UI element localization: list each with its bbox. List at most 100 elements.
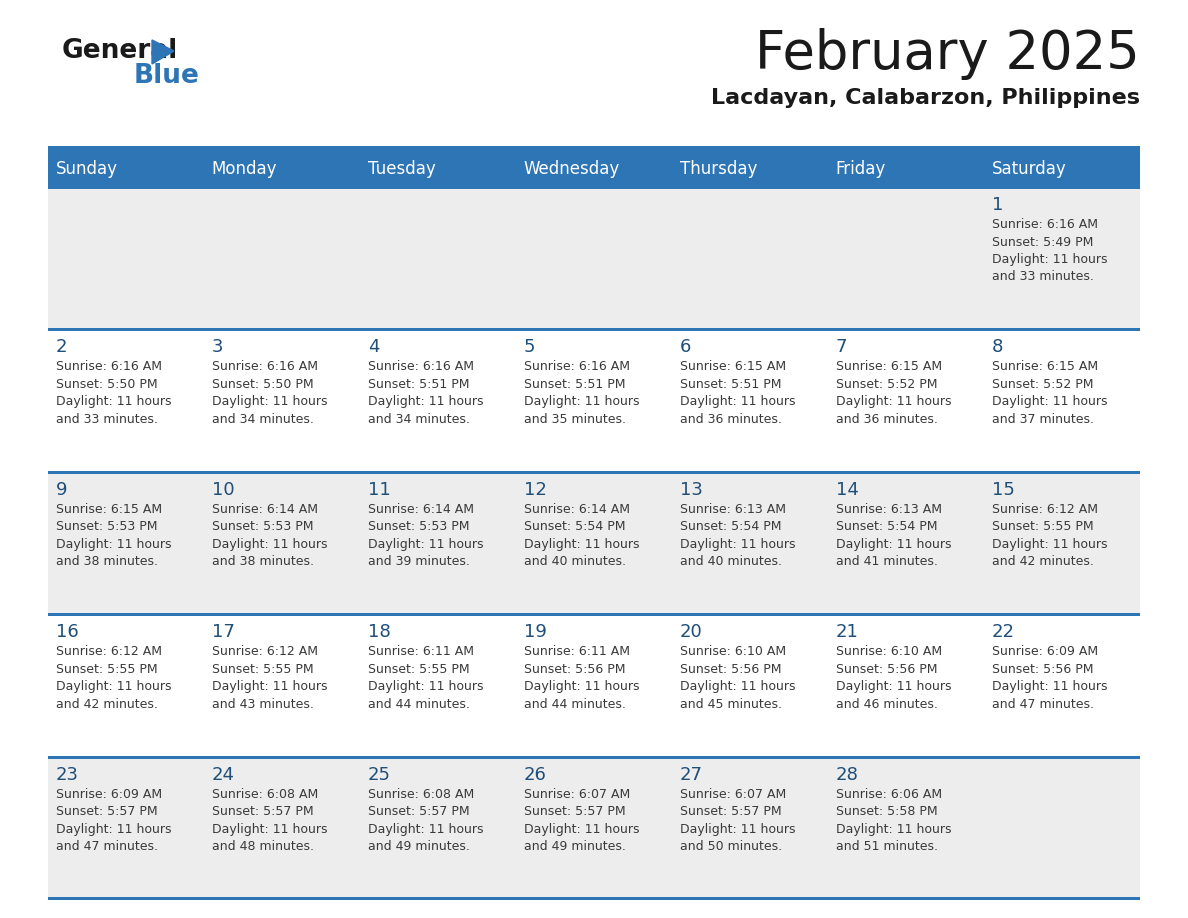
Text: 3: 3 [211, 339, 223, 356]
Text: Sunrise: 6:11 AM: Sunrise: 6:11 AM [524, 645, 630, 658]
Bar [204, 150, 360, 188]
Text: and 41 minutes.: and 41 minutes. [836, 555, 937, 568]
Text: Daylight: 11 hours: Daylight: 11 hours [211, 680, 328, 693]
Text: Sunset: 5:52 PM: Sunset: 5:52 PM [836, 378, 937, 391]
Text: Sunrise: 6:10 AM: Sunrise: 6:10 AM [836, 645, 942, 658]
Text: Lacdayan, Calabarzon, Philippines: Lacdayan, Calabarzon, Philippines [710, 88, 1140, 108]
Text: Sunset: 5:54 PM: Sunset: 5:54 PM [680, 521, 782, 533]
Bar [672, 150, 828, 188]
Text: Saturday: Saturday [992, 160, 1067, 178]
Text: Sunrise: 6:12 AM: Sunrise: 6:12 AM [56, 645, 162, 658]
Text: 5: 5 [524, 339, 536, 356]
Text: Wednesday: Wednesday [524, 160, 620, 178]
Text: and 33 minutes.: and 33 minutes. [56, 413, 158, 426]
Text: Daylight: 11 hours: Daylight: 11 hours [992, 253, 1107, 266]
Text: Daylight: 11 hours: Daylight: 11 hours [56, 680, 171, 693]
Text: Sunset: 5:57 PM: Sunset: 5:57 PM [368, 805, 469, 818]
Text: 16: 16 [56, 623, 78, 641]
Text: and 42 minutes.: and 42 minutes. [992, 555, 1094, 568]
Text: Daylight: 11 hours: Daylight: 11 hours [524, 680, 639, 693]
Text: and 46 minutes.: and 46 minutes. [836, 698, 937, 711]
Text: Sunrise: 6:07 AM: Sunrise: 6:07 AM [680, 788, 786, 800]
Text: Sunrise: 6:14 AM: Sunrise: 6:14 AM [524, 503, 630, 516]
Text: Daylight: 11 hours: Daylight: 11 hours [992, 396, 1107, 409]
Text: and 35 minutes.: and 35 minutes. [524, 413, 626, 426]
Text: February 2025: February 2025 [756, 28, 1140, 80]
Text: Sunrise: 6:09 AM: Sunrise: 6:09 AM [992, 645, 1098, 658]
Text: Sunrise: 6:16 AM: Sunrise: 6:16 AM [992, 218, 1098, 231]
Text: Sunrise: 6:07 AM: Sunrise: 6:07 AM [524, 788, 630, 800]
Polygon shape [152, 40, 173, 64]
Text: Sunset: 5:56 PM: Sunset: 5:56 PM [836, 663, 937, 676]
Text: 19: 19 [524, 623, 546, 641]
Text: Sunset: 5:55 PM: Sunset: 5:55 PM [992, 521, 1093, 533]
Bar [48, 897, 1140, 900]
Text: 27: 27 [680, 766, 703, 784]
Text: Daylight: 11 hours: Daylight: 11 hours [56, 538, 171, 551]
Text: 8: 8 [992, 339, 1003, 356]
Text: and 44 minutes.: and 44 minutes. [368, 698, 469, 711]
Text: Sunrise: 6:16 AM: Sunrise: 6:16 AM [211, 361, 318, 374]
Text: Sunset: 5:56 PM: Sunset: 5:56 PM [524, 663, 625, 676]
Text: 28: 28 [836, 766, 859, 784]
Text: Daylight: 11 hours: Daylight: 11 hours [836, 680, 952, 693]
Text: Daylight: 11 hours: Daylight: 11 hours [836, 538, 952, 551]
Text: 25: 25 [368, 766, 391, 784]
Text: 9: 9 [56, 481, 68, 498]
Text: Sunrise: 6:14 AM: Sunrise: 6:14 AM [211, 503, 318, 516]
Bar [360, 150, 516, 188]
Text: Sunrise: 6:15 AM: Sunrise: 6:15 AM [992, 361, 1098, 374]
Text: and 51 minutes.: and 51 minutes. [836, 840, 937, 853]
Text: Sunrise: 6:10 AM: Sunrise: 6:10 AM [680, 645, 786, 658]
Text: and 47 minutes.: and 47 minutes. [56, 840, 158, 853]
Text: Sunset: 5:56 PM: Sunset: 5:56 PM [680, 663, 782, 676]
Text: Daylight: 11 hours: Daylight: 11 hours [680, 823, 795, 835]
Text: Tuesday: Tuesday [368, 160, 436, 178]
Text: Sunrise: 6:11 AM: Sunrise: 6:11 AM [368, 645, 474, 658]
Text: Daylight: 11 hours: Daylight: 11 hours [680, 538, 795, 551]
Text: 21: 21 [836, 623, 859, 641]
Text: and 33 minutes.: and 33 minutes. [992, 271, 1094, 284]
Text: Sunrise: 6:06 AM: Sunrise: 6:06 AM [836, 788, 942, 800]
Text: Daylight: 11 hours: Daylight: 11 hours [680, 396, 795, 409]
Text: Sunset: 5:55 PM: Sunset: 5:55 PM [211, 663, 314, 676]
Text: Sunrise: 6:08 AM: Sunrise: 6:08 AM [368, 788, 474, 800]
Text: Sunrise: 6:12 AM: Sunrise: 6:12 AM [992, 503, 1098, 516]
Text: Daylight: 11 hours: Daylight: 11 hours [368, 538, 484, 551]
Text: Sunset: 5:52 PM: Sunset: 5:52 PM [992, 378, 1093, 391]
Bar [48, 756, 1140, 758]
Text: Daylight: 11 hours: Daylight: 11 hours [524, 396, 639, 409]
Text: Sunrise: 6:16 AM: Sunrise: 6:16 AM [368, 361, 474, 374]
Text: Sunrise: 6:08 AM: Sunrise: 6:08 AM [211, 788, 318, 800]
Text: 20: 20 [680, 623, 702, 641]
Text: 1: 1 [992, 196, 1003, 214]
Text: Sunrise: 6:09 AM: Sunrise: 6:09 AM [56, 788, 162, 800]
Text: Daylight: 11 hours: Daylight: 11 hours [211, 396, 328, 409]
Bar [984, 150, 1140, 188]
Bar [828, 150, 984, 188]
Text: and 39 minutes.: and 39 minutes. [368, 555, 469, 568]
Text: Daylight: 11 hours: Daylight: 11 hours [992, 538, 1107, 551]
Text: Sunset: 5:58 PM: Sunset: 5:58 PM [836, 805, 937, 818]
Bar [48, 330, 1140, 473]
Text: Sunset: 5:57 PM: Sunset: 5:57 PM [680, 805, 782, 818]
Bar [48, 613, 1140, 616]
Bar [48, 471, 1140, 474]
Text: Friday: Friday [836, 160, 886, 178]
Bar [48, 615, 1140, 757]
Bar [48, 146, 1140, 151]
Text: 18: 18 [368, 623, 391, 641]
Text: 7: 7 [836, 339, 847, 356]
Text: Sunset: 5:51 PM: Sunset: 5:51 PM [368, 378, 469, 391]
Bar [48, 186, 1140, 189]
Text: Sunset: 5:49 PM: Sunset: 5:49 PM [992, 236, 1093, 249]
Text: Sunrise: 6:15 AM: Sunrise: 6:15 AM [680, 361, 786, 374]
Text: and 49 minutes.: and 49 minutes. [368, 840, 469, 853]
Text: Daylight: 11 hours: Daylight: 11 hours [211, 823, 328, 835]
Text: 17: 17 [211, 623, 235, 641]
Text: Sunset: 5:57 PM: Sunset: 5:57 PM [524, 805, 625, 818]
Text: Sunset: 5:55 PM: Sunset: 5:55 PM [56, 663, 158, 676]
Text: and 47 minutes.: and 47 minutes. [992, 698, 1094, 711]
Text: Daylight: 11 hours: Daylight: 11 hours [56, 396, 171, 409]
Text: Sunset: 5:54 PM: Sunset: 5:54 PM [524, 521, 625, 533]
